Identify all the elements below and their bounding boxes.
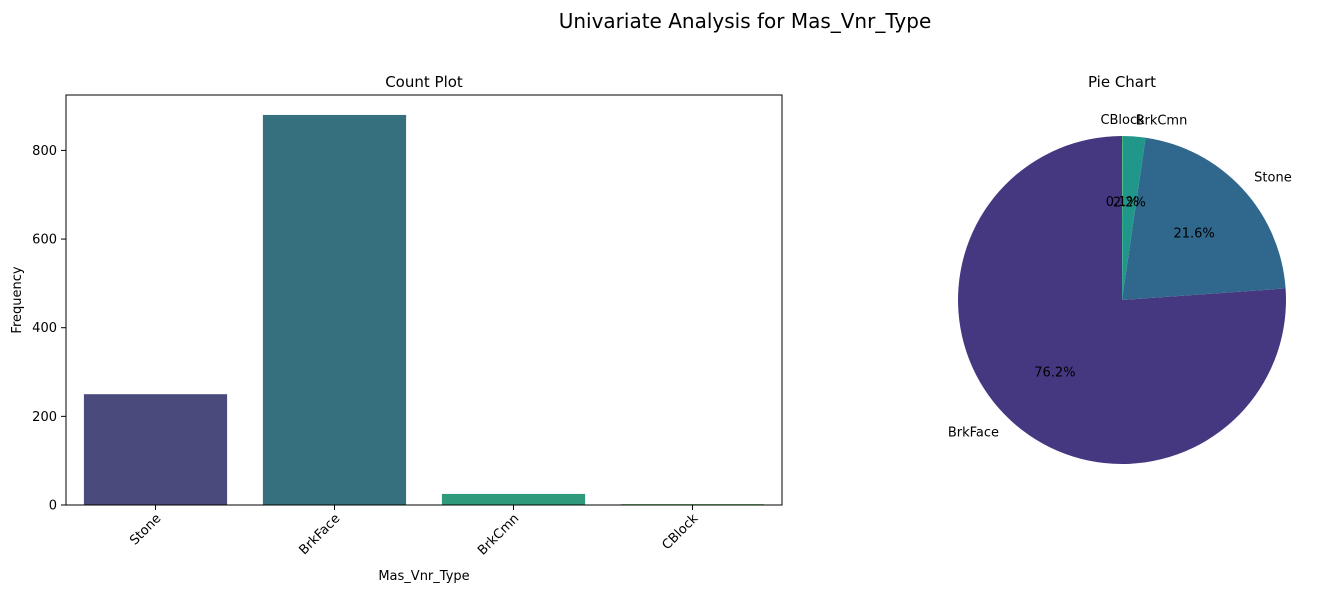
x-tick-label: CBlock <box>659 511 701 553</box>
bar-y-axis: 0 200 400 600 800 <box>32 144 66 514</box>
pie-label-cblock: CBlock <box>1100 113 1145 128</box>
pie-label-stone: Stone <box>1254 171 1292 186</box>
y-tick-label: 600 <box>32 233 57 248</box>
bar-x-axis: Stone BrkFace BrkCmn CBlock <box>127 505 702 558</box>
pie-pct-brkface: 76.2% <box>1034 365 1075 380</box>
bar-x-axis-label: Mas_Vnr_Type <box>378 569 469 584</box>
figure-title: Univariate Analysis for Mas_Vnr_Type <box>559 9 932 33</box>
bar-plot-area <box>83 114 765 505</box>
x-tick-label: BrkCmn <box>475 511 522 558</box>
pie-pct-stone: 21.6% <box>1173 227 1214 242</box>
pie-chart-title: Pie Chart <box>1088 73 1156 91</box>
y-tick-label: 0 <box>49 499 57 514</box>
x-tick-label: BrkFace <box>297 511 344 558</box>
count-plot: Count Plot 0 200 400 600 800 Stone BrkFace Brk… <box>10 73 783 584</box>
pie-slice-brkface <box>958 136 1287 464</box>
pie-label-brkcmn: BrkCmn <box>1136 114 1188 129</box>
count-plot-title: Count Plot <box>385 73 463 91</box>
pie-area: BrkFace 76.2% Stone 21.6% BrkCmn 2.2% CBlock 0.… <box>948 113 1292 464</box>
y-tick-label: 800 <box>32 144 57 159</box>
pie-pct-brkcmn: 2.2% <box>1113 195 1146 210</box>
pie-slice-brkcmn <box>1122 136 1146 300</box>
pie-pct-cblock: 0.1% <box>1106 195 1139 210</box>
bar-axes-frame <box>65 94 783 506</box>
y-tick-label: 400 <box>32 321 57 336</box>
bar-y-axis-label: Frequency <box>10 266 25 333</box>
pie-label-brkface: BrkFace <box>948 425 999 440</box>
y-tick-label: 200 <box>32 410 57 425</box>
bar-brkcmn <box>441 493 586 505</box>
bar-stone <box>83 394 228 505</box>
x-tick-label: Stone <box>127 511 164 548</box>
bar-brkface <box>262 114 407 505</box>
pie-slice-cblock <box>1122 136 1124 300</box>
pie-chart: Pie Chart BrkFace 76.2% Stone 21.6% BrkCmn 2.… <box>948 73 1292 464</box>
pie-slice-stone <box>1122 137 1286 300</box>
